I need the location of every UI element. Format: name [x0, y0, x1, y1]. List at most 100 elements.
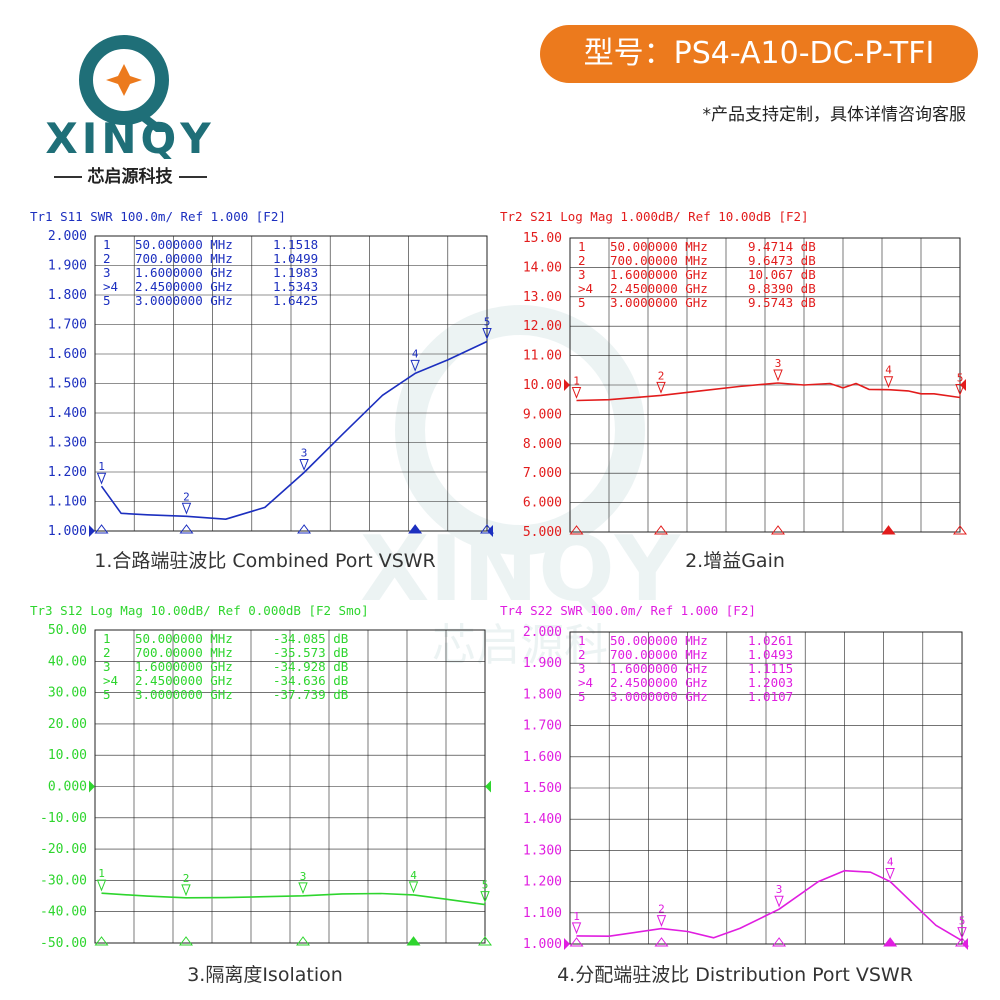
trace-line — [576, 382, 961, 402]
marker-value: 9.4714 dB — [748, 239, 816, 254]
marker-freq: 3.0000000 GHz — [610, 689, 708, 704]
marker-triangle — [96, 879, 107, 892]
chart-header: Tr3 S12 Log Mag 10.00dB/ Ref 0.000dB [F2… — [30, 603, 369, 618]
marker-table-row: >4 2.4500000 GHz 1.5343 — [103, 279, 318, 294]
marker-freq: 3.0000000 GHz — [135, 293, 233, 308]
marker-num: 5 — [103, 293, 111, 308]
y-tick-label: 1.100 — [48, 495, 87, 510]
chart-panel-1: Tr1 S11 SWR 100.0m/ Ref 1.000 [F2] 2.000 1… — [30, 208, 507, 547]
chart-svg: Tr4 S22 SWR 100.0m/ Ref 1.000 [F2] 2.000 1… — [500, 603, 969, 952]
marker-num: >4 — [578, 675, 593, 690]
chart-svg: Tr2 S21 Log Mag 1.000dB/ Ref 10.00dB [F2… — [500, 209, 967, 540]
axis-marker — [179, 936, 193, 946]
marker-triangle — [181, 884, 191, 897]
marker-label: 4 — [887, 856, 894, 869]
axis-marker — [654, 937, 669, 947]
axis-marker — [881, 525, 896, 535]
marker-triangle — [571, 387, 582, 399]
chart-header: Tr4 S22 SWR 100.0m/ Ref 1.000 [F2] — [500, 603, 756, 618]
marker-label: 1 — [98, 460, 105, 473]
marker-triangle — [656, 915, 667, 927]
y-tick-label: 15.00 — [523, 231, 562, 246]
marker-table-row: 5 3.0000000 GHz 1.6425 — [103, 293, 318, 308]
chart-caption: 2.增益Gain — [685, 550, 785, 572]
marker-label: 3 — [300, 870, 307, 883]
marker-num: 5 — [578, 295, 586, 310]
y-tick-label: -50.00 — [40, 936, 87, 951]
marker-freq: 1.6000000 GHz — [135, 659, 233, 674]
y-tick-label: 10.00 — [523, 378, 562, 393]
marker-triangle — [885, 868, 895, 880]
marker-table-row: >4 2.4500000 GHz 1.2003 — [578, 675, 793, 690]
marker-label: 3 — [301, 447, 308, 460]
marker-value: 1.0493 — [748, 647, 793, 662]
marker-freq: 1.6000000 GHz — [135, 265, 233, 280]
marker-table-row: 1 50.000000 MHz 9.4714 dB — [578, 239, 816, 254]
marker-triangle — [883, 376, 894, 389]
marker-table-row: 5 3.0000000 GHz 9.5743 dB — [578, 295, 816, 310]
axis-marker — [408, 524, 423, 534]
marker-value: 9.5743 dB — [748, 295, 816, 310]
marker-freq: 50.000000 MHz — [135, 631, 233, 646]
marker-label: 2 — [658, 369, 665, 382]
marker-value: 9.6473 dB — [748, 253, 816, 268]
marker-label: 1 — [573, 910, 580, 923]
marker-table-row: 5 3.0000000 GHz -37.739 dB — [103, 687, 348, 702]
axis-marker — [569, 937, 584, 947]
chart-svg: Tr1 S11 SWR 100.0m/ Ref 1.000 [F2] 2.000 1… — [30, 209, 494, 539]
axis-marker — [296, 936, 310, 946]
marker-freq: 1.6000000 GHz — [610, 267, 708, 282]
chart-caption: 4.分配端驻波比 Distribution Port VSWR — [557, 964, 913, 986]
brand-name: XINQY — [45, 114, 215, 163]
marker-value: 1.1983 — [273, 265, 318, 280]
y-tick-label: 2.000 — [523, 625, 562, 640]
chart-panel-3: Tr3 S12 Log Mag 10.00dB/ Ref 0.000dB [F2… — [30, 602, 505, 959]
marker-freq: 2.4500000 GHz — [135, 673, 233, 688]
marker-label: 3 — [775, 357, 782, 370]
y-tick-label: 1.500 — [48, 377, 87, 392]
y-tick-label: 12.00 — [523, 319, 562, 334]
marker-num: 3 — [578, 661, 586, 676]
marker-table-row: 3 1.6000000 GHz 1.1115 — [578, 661, 793, 676]
y-tick-label: 1.800 — [523, 687, 562, 702]
marker-label: 4 — [885, 364, 892, 377]
marker-num: 1 — [103, 631, 111, 646]
y-tick-label: 14.00 — [523, 260, 562, 275]
y-tick-label: 1.000 — [48, 524, 87, 539]
y-tick-label: 1.800 — [48, 288, 87, 303]
axis-marker — [179, 524, 194, 534]
marker-triangle — [480, 891, 490, 903]
y-tick-label: 50.00 — [48, 623, 87, 638]
y-tick-label: 1.300 — [48, 436, 87, 451]
marker-freq: 50.000000 MHz — [610, 239, 708, 254]
marker-num: >4 — [103, 279, 118, 294]
marker-table-row: 3 1.6000000 GHz -34.928 dB — [103, 659, 348, 674]
marker-label: 1 — [573, 375, 580, 388]
ref-arrow-left — [89, 525, 95, 537]
y-tick-label: 1.600 — [523, 750, 562, 765]
marker-triangle — [299, 459, 309, 471]
marker-value: 1.5343 — [273, 279, 318, 294]
ref-arrow-left — [564, 379, 570, 391]
y-tick-label: 0.000 — [48, 780, 87, 795]
marker-freq: 700.00000 MHz — [135, 251, 233, 266]
marker-triangle — [181, 502, 192, 515]
chart-header: Tr2 S21 Log Mag 1.000dB/ Ref 10.00dB [F2… — [500, 209, 809, 224]
marker-value: -35.573 dB — [273, 645, 348, 660]
trace-line — [576, 869, 963, 942]
marker-freq: 700.00000 MHz — [610, 253, 708, 268]
y-tick-label: -10.00 — [40, 811, 87, 826]
ref-arrow-left — [89, 780, 95, 793]
marker-value: 10.067 dB — [748, 267, 816, 282]
y-tick-label: 1.400 — [523, 812, 562, 827]
marker-table-row: 2 700.00000 MHz 9.6473 dB — [578, 253, 816, 268]
marker-label: 5 — [957, 372, 964, 385]
marker-value: 1.0261 — [748, 633, 793, 648]
marker-label: 4 — [410, 869, 417, 882]
chart-svg: Tr3 S12 Log Mag 10.00dB/ Ref 0.000dB [F2… — [30, 603, 492, 951]
trace-line — [100, 340, 488, 520]
y-tick-label: 1.200 — [523, 875, 562, 890]
marker-num: 1 — [578, 633, 586, 648]
marker-label: 5 — [484, 315, 491, 328]
marker-value: -34.636 dB — [273, 673, 348, 688]
